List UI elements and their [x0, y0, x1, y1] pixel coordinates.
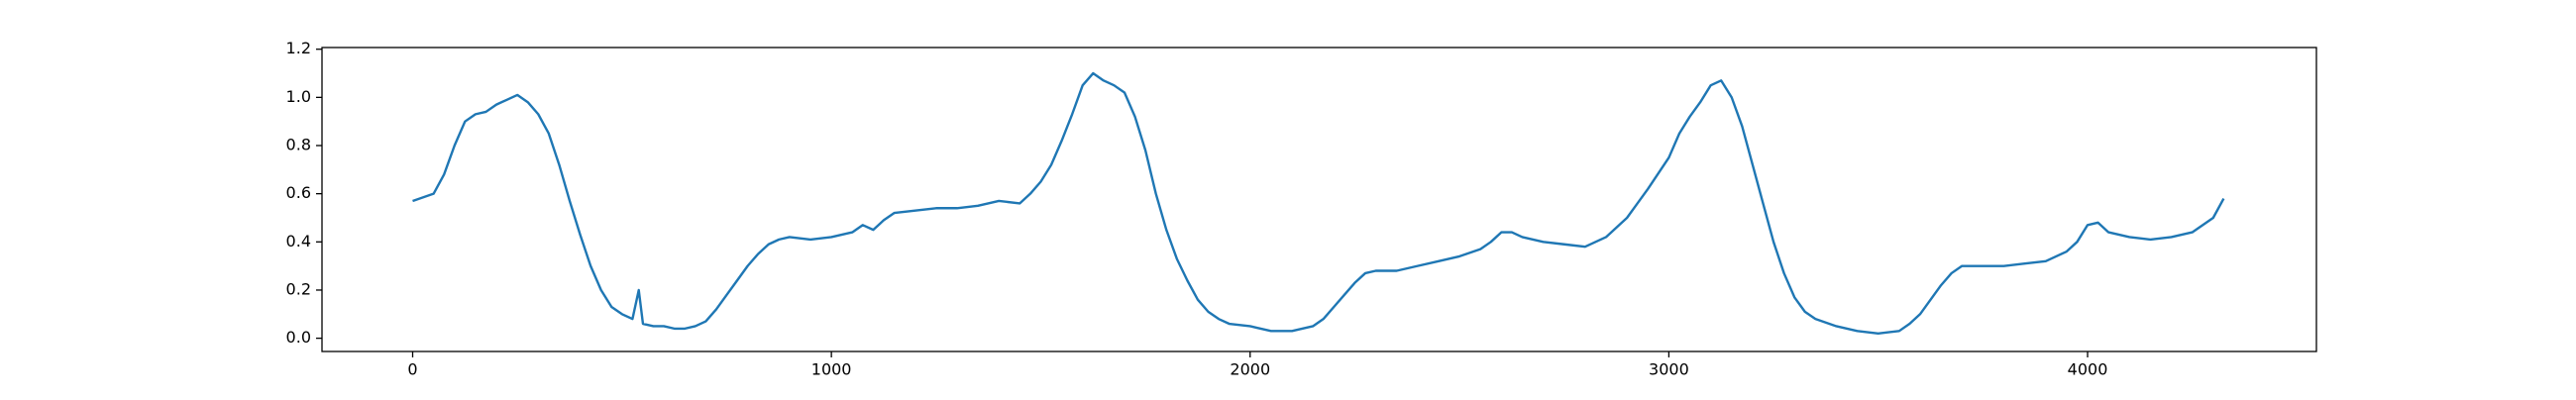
x-tick-label: 1000 — [811, 360, 852, 379]
x-tick-label: 2000 — [1230, 360, 1270, 379]
y-tick-label: 0.0 — [286, 328, 311, 347]
x-tick-label: 4000 — [2068, 360, 2108, 379]
plot-frame — [321, 47, 2317, 352]
x-tick-label: 0 — [407, 360, 417, 379]
y-tick-label: 0.6 — [286, 183, 311, 202]
y-tick-label: 0.4 — [286, 232, 311, 250]
y-tick-label: 0.2 — [286, 279, 311, 298]
data-line — [412, 71, 2225, 335]
y-tick-label: 0.8 — [286, 136, 311, 154]
y-tick-label: 1.0 — [286, 87, 311, 106]
y-tick-label: 1.2 — [286, 39, 311, 57]
x-tick-label: 3000 — [1649, 360, 1689, 379]
